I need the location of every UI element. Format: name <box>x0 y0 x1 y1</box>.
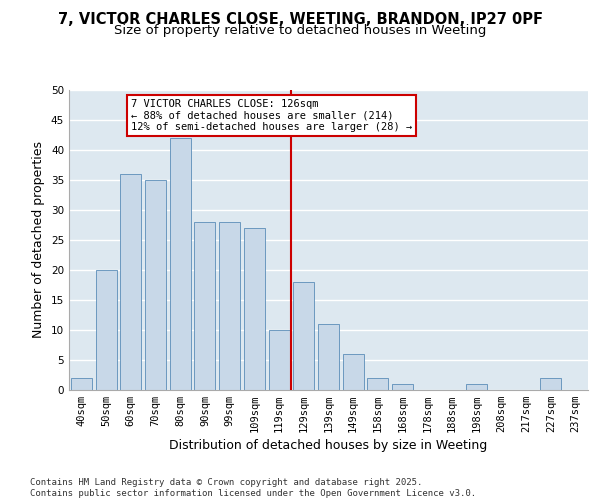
Bar <box>269 330 290 390</box>
Bar <box>120 174 141 390</box>
Bar <box>219 222 240 390</box>
Bar <box>343 354 364 390</box>
Bar <box>293 282 314 390</box>
Bar <box>392 384 413 390</box>
Text: Contains HM Land Registry data © Crown copyright and database right 2025.
Contai: Contains HM Land Registry data © Crown c… <box>30 478 476 498</box>
Text: 7, VICTOR CHARLES CLOSE, WEETING, BRANDON, IP27 0PF: 7, VICTOR CHARLES CLOSE, WEETING, BRANDO… <box>58 12 542 28</box>
Bar <box>194 222 215 390</box>
Text: Size of property relative to detached houses in Weeting: Size of property relative to detached ho… <box>114 24 486 37</box>
X-axis label: Distribution of detached houses by size in Weeting: Distribution of detached houses by size … <box>169 440 488 452</box>
Y-axis label: Number of detached properties: Number of detached properties <box>32 142 46 338</box>
Bar <box>244 228 265 390</box>
Text: 7 VICTOR CHARLES CLOSE: 126sqm
← 88% of detached houses are smaller (214)
12% of: 7 VICTOR CHARLES CLOSE: 126sqm ← 88% of … <box>131 99 412 132</box>
Bar <box>145 180 166 390</box>
Bar <box>170 138 191 390</box>
Bar <box>541 378 562 390</box>
Bar <box>71 378 92 390</box>
Bar <box>95 270 116 390</box>
Bar <box>367 378 388 390</box>
Bar <box>466 384 487 390</box>
Bar <box>318 324 339 390</box>
